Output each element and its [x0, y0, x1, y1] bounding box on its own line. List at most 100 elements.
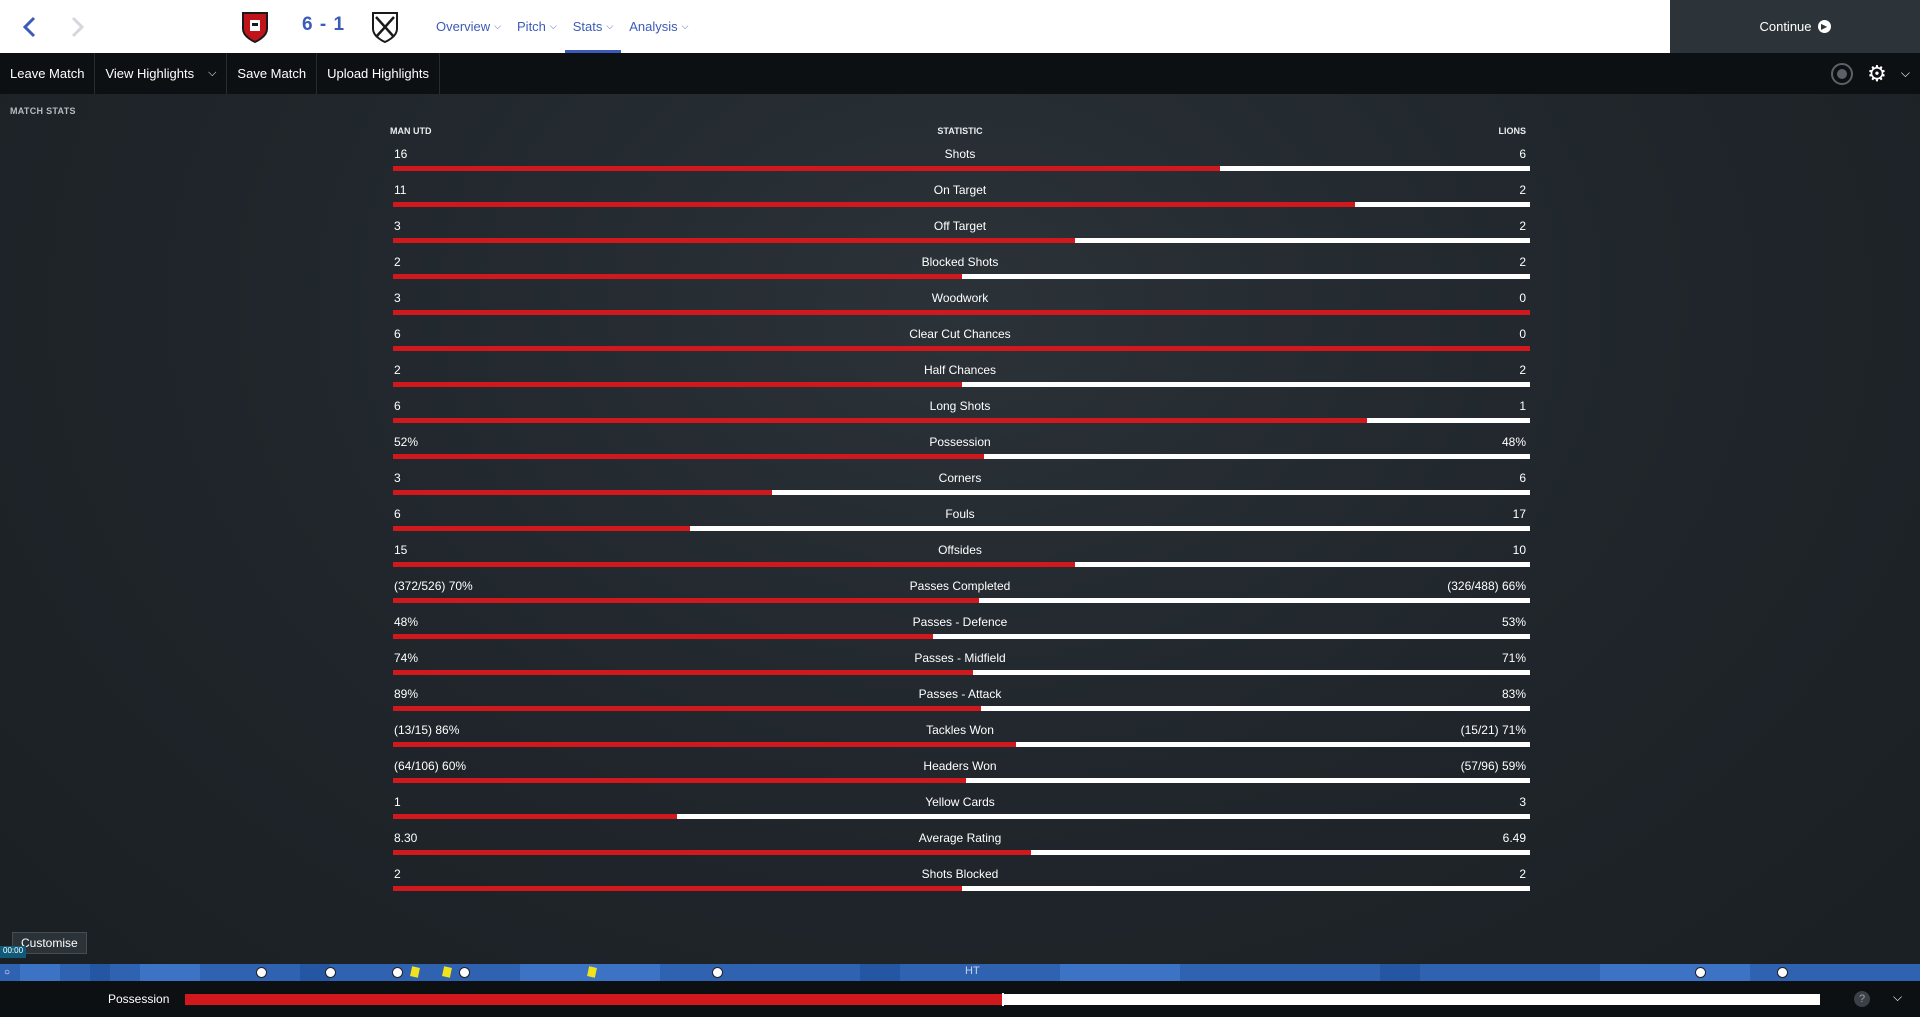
stat-row: 6 Long Shots 1: [390, 390, 1530, 426]
tab-stats[interactable]: Stats ⌵: [564, 0, 622, 53]
stat-bar-home-fill: [393, 670, 973, 675]
home-value: 6: [394, 399, 401, 413]
timeline-segment: [140, 964, 200, 981]
statistic-name: Passes - Defence: [912, 615, 1008, 629]
goal-ball-icon[interactable]: [1695, 967, 1706, 978]
home-value: 11: [394, 183, 407, 197]
stats-header: MAN UTD STATISTIC LIONS: [390, 126, 1530, 138]
stat-bar: [393, 778, 1530, 783]
stat-row: (64/106) 60% Headers Won (57/96) 59%: [390, 750, 1530, 786]
home-value: 6: [394, 507, 401, 521]
chevron-down-icon: ⌵: [494, 21, 502, 31]
away-value: 10: [1512, 543, 1526, 557]
view-highlights-button[interactable]: View Highlights ⌵: [95, 53, 228, 94]
match-score: 6 - 1: [302, 14, 346, 35]
goal-ball-icon[interactable]: [712, 967, 723, 978]
stat-row: 2 Half Chances 2: [390, 354, 1530, 390]
help-icon[interactable]: ?: [1854, 991, 1870, 1007]
stat-bar: [393, 670, 1530, 675]
home-value: (13/15) 86%: [394, 723, 460, 737]
statistic-name: Passes - Attack: [918, 687, 1002, 701]
stat-bar: [393, 166, 1530, 171]
stat-bar-home-fill: [393, 166, 1220, 171]
home-team-crest-icon[interactable]: [240, 10, 270, 44]
away-value: (57/96) 59%: [1460, 759, 1526, 773]
stat-bar: [393, 274, 1530, 279]
timeline-segment: [1060, 964, 1180, 981]
leave-match-button[interactable]: Leave Match: [0, 53, 96, 94]
timecode: 00:00: [0, 946, 27, 958]
goal-ball-icon[interactable]: [325, 967, 336, 978]
statistic-name: Tackles Won: [926, 723, 994, 737]
tab-analysis[interactable]: Analysis ⌵: [629, 19, 689, 34]
home-value: 16: [394, 147, 408, 161]
tab-pitch[interactable]: Pitch ⌵: [517, 19, 557, 34]
stat-bar-home-fill: [393, 598, 979, 603]
stat-row: 3 Off Target 2: [390, 210, 1530, 246]
away-value: 2: [1519, 363, 1526, 377]
stat-row: (372/526) 70% Passes Completed (326/488) 6…: [390, 570, 1530, 606]
goal-ball-icon[interactable]: [256, 967, 267, 978]
away-team-crest-icon[interactable]: [370, 10, 400, 44]
statistic-name: Off Target: [933, 219, 987, 233]
yellow-card-icon[interactable]: [410, 966, 420, 978]
away-value: 6.49: [1502, 831, 1526, 845]
statistic-name: Fouls: [945, 507, 975, 521]
match-menu: Overview ⌵ Pitch ⌵ Stats ⌵ Analysis ⌵: [428, 0, 696, 53]
gear-icon[interactable]: ⚙: [1867, 60, 1887, 86]
home-value: (372/526) 70%: [394, 579, 473, 593]
timeline-segment: [1600, 964, 1750, 981]
stat-bar: [393, 454, 1530, 459]
back-arrow-icon[interactable]: [14, 12, 44, 42]
home-value: 1: [394, 795, 401, 809]
away-value: 17: [1512, 507, 1526, 521]
goal-ball-icon[interactable]: [1777, 967, 1788, 978]
kickoff-marker-icon: ○: [4, 967, 11, 978]
customise-button[interactable]: Customise: [12, 932, 87, 954]
chevron-down-icon: ⌵: [681, 21, 689, 31]
chevron-down-icon[interactable]: ⌵: [1893, 990, 1903, 1004]
statistic-name: Yellow Cards: [925, 795, 995, 809]
goal-ball-icon[interactable]: [459, 967, 470, 978]
forward-arrow-icon[interactable]: [63, 12, 93, 42]
stat-bar-home-fill: [393, 418, 1368, 423]
home-value: 3: [394, 219, 401, 233]
possession-fill: [185, 994, 1003, 1005]
stat-bar-home-fill: [393, 634, 934, 639]
continue-button[interactable]: Continue ▶: [1670, 0, 1920, 53]
timeline-segment: [1380, 964, 1420, 981]
stat-bar: [393, 850, 1530, 855]
stat-bar-home-fill: [393, 382, 962, 387]
stat-bar-home-fill: [393, 454, 985, 459]
statistic-name: On Target: [933, 183, 987, 197]
save-match-button[interactable]: Save Match: [227, 53, 318, 94]
statistic-name: Offsides: [938, 543, 982, 557]
stat-bar-home-fill: [393, 562, 1076, 567]
match-timeline[interactable]: ○ HT: [0, 964, 1920, 981]
stat-bar-home-fill: [393, 742, 1017, 747]
tab-overview[interactable]: Overview ⌵: [436, 19, 502, 34]
away-value: 48%: [1501, 435, 1526, 449]
stat-bar: [393, 526, 1530, 531]
statistic-name: Average Rating: [918, 831, 1002, 845]
chevron-down-icon[interactable]: ⌵: [1900, 66, 1910, 80]
statistic-name: Clear Cut Chances: [909, 327, 1011, 341]
away-value: 2: [1519, 183, 1526, 197]
possession-track: [185, 993, 1820, 1006]
away-value: 0: [1519, 327, 1526, 341]
stat-bar-home-fill: [393, 706, 981, 711]
statistic-header: STATISTIC: [937, 126, 983, 136]
away-value: 2: [1519, 867, 1526, 881]
stat-row: 8.30 Average Rating 6.49: [390, 822, 1530, 858]
goal-ball-icon[interactable]: [392, 967, 403, 978]
yellow-card-icon[interactable]: [442, 966, 452, 978]
away-value: 1: [1519, 399, 1526, 413]
upload-highlights-button[interactable]: Upload Highlights: [317, 53, 440, 94]
statistic-name: Passes Completed: [909, 579, 1011, 593]
statistic-name: Headers Won: [923, 759, 997, 773]
stat-bar-home-fill: [393, 850, 1031, 855]
record-icon[interactable]: [1831, 62, 1854, 85]
top-bar: 6 - 1 Overview ⌵ Pitch ⌵ Stats ⌵ Analysis ⌵ …: [0, 0, 1920, 53]
stat-bar-home-fill: [393, 202, 1355, 207]
home-value: 48%: [394, 615, 419, 629]
